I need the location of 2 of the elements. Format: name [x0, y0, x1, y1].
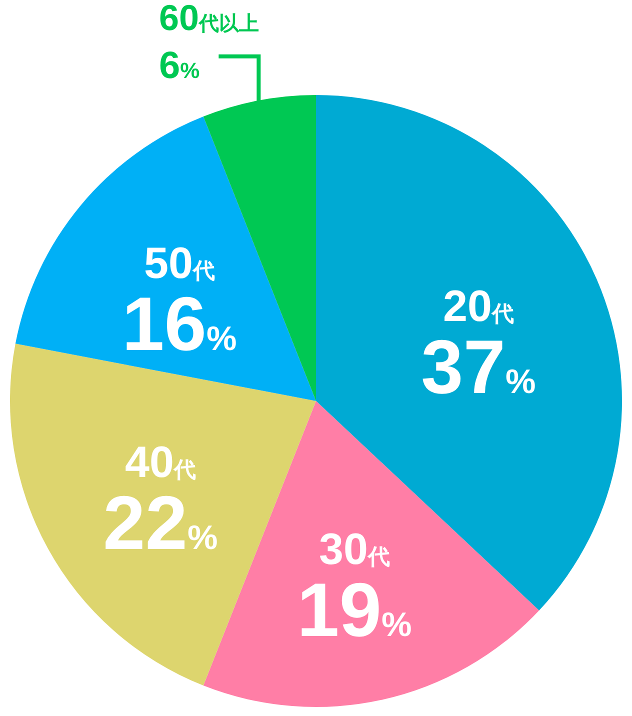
slice-label: 60代以上 — [159, 0, 260, 38]
data-label: 6% — [159, 45, 200, 87]
